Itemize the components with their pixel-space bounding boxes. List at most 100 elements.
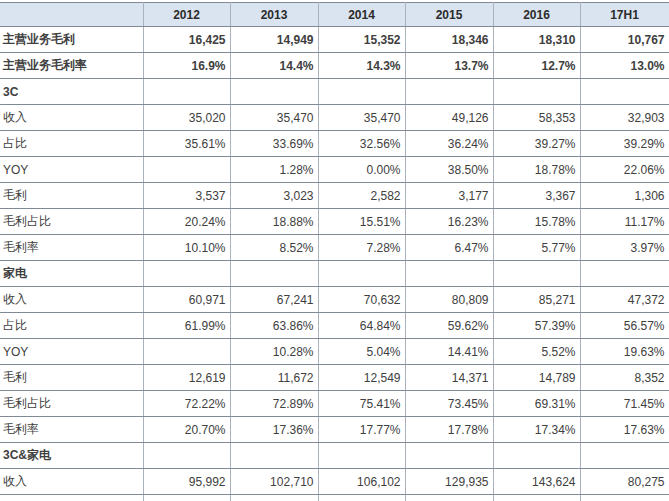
value-cell[interactable]: 1,306 <box>580 183 669 209</box>
row-label-cell[interactable]: YOY <box>0 157 143 183</box>
value-cell[interactable] <box>405 443 493 469</box>
value-cell[interactable]: 64.84% <box>318 313 405 339</box>
value-cell[interactable]: 36.24% <box>405 131 493 157</box>
value-cell[interactable]: 5.04% <box>318 339 405 365</box>
value-cell[interactable]: 102,710 <box>230 469 318 495</box>
value-cell[interactable] <box>230 261 318 287</box>
value-cell[interactable]: 18,310 <box>493 27 580 53</box>
value-cell[interactable]: 15.78% <box>493 209 580 235</box>
value-cell[interactable]: 143,624 <box>493 469 580 495</box>
value-cell[interactable]: 18.78% <box>493 157 580 183</box>
value-cell[interactable]: 58,353 <box>493 105 580 131</box>
value-cell[interactable]: 1.28% <box>230 157 318 183</box>
value-cell[interactable]: 47,372 <box>580 287 669 313</box>
value-cell[interactable]: 32.56% <box>318 131 405 157</box>
value-cell[interactable]: 3.97% <box>580 235 669 261</box>
value-cell[interactable]: 10.28% <box>230 339 318 365</box>
row-label-cell[interactable]: 主营业务毛利 <box>0 27 143 53</box>
value-cell[interactable]: 7.28% <box>318 235 405 261</box>
row-label-cell[interactable]: 占比 <box>0 313 143 339</box>
value-cell[interactable]: 85,271 <box>493 287 580 313</box>
value-cell[interactable]: 14.4% <box>230 53 318 79</box>
value-cell[interactable]: 3,177 <box>405 183 493 209</box>
value-cell[interactable]: 33.69% <box>230 131 318 157</box>
value-cell[interactable]: 56.57% <box>580 313 669 339</box>
value-cell[interactable]: 80,809 <box>405 287 493 313</box>
value-cell[interactable]: 39.29% <box>580 131 669 157</box>
value-cell[interactable]: 19.63% <box>580 339 669 365</box>
value-cell[interactable] <box>580 495 669 501</box>
row-label-cell[interactable]: 收入 <box>0 469 143 495</box>
value-cell[interactable]: 16,425 <box>143 27 230 53</box>
value-cell[interactable]: 17.36% <box>230 417 318 443</box>
value-cell[interactable]: 32,903 <box>580 105 669 131</box>
row-label-cell[interactable]: 毛利 <box>0 365 143 391</box>
value-cell[interactable] <box>318 261 405 287</box>
value-cell[interactable] <box>230 79 318 105</box>
row-label-cell[interactable]: 毛利率 <box>0 235 143 261</box>
row-label-cell[interactable]: 收入 <box>0 105 143 131</box>
year-column-header[interactable]: 2014 <box>318 3 405 27</box>
value-cell[interactable]: 12.7% <box>493 53 580 79</box>
value-cell[interactable] <box>493 495 580 501</box>
value-cell[interactable]: 5.52% <box>493 339 580 365</box>
row-label-cell[interactable] <box>0 495 143 501</box>
value-cell[interactable]: 16.9% <box>143 53 230 79</box>
value-cell[interactable]: 129,935 <box>405 469 493 495</box>
value-cell[interactable] <box>405 79 493 105</box>
row-label-cell[interactable]: 占比 <box>0 131 143 157</box>
row-label-cell[interactable]: YOY <box>0 339 143 365</box>
value-cell[interactable]: 20.24% <box>143 209 230 235</box>
value-cell[interactable]: 106,102 <box>318 469 405 495</box>
value-cell[interactable] <box>318 495 405 501</box>
value-cell[interactable] <box>493 261 580 287</box>
value-cell[interactable]: 3,537 <box>143 183 230 209</box>
value-cell[interactable]: 22.06% <box>580 157 669 183</box>
value-cell[interactable]: 14.41% <box>405 339 493 365</box>
value-cell[interactable]: 61.99% <box>143 313 230 339</box>
value-cell[interactable]: 0.00% <box>318 157 405 183</box>
value-cell[interactable]: 2,582 <box>318 183 405 209</box>
value-cell[interactable]: 35,470 <box>230 105 318 131</box>
value-cell[interactable]: 14,371 <box>405 365 493 391</box>
value-cell[interactable]: 8.52% <box>230 235 318 261</box>
value-cell[interactable]: 35,470 <box>318 105 405 131</box>
corner-header-cell[interactable] <box>0 3 143 27</box>
value-cell[interactable]: 49,126 <box>405 105 493 131</box>
value-cell[interactable]: 13.7% <box>405 53 493 79</box>
value-cell[interactable]: 15.51% <box>318 209 405 235</box>
value-cell[interactable] <box>493 443 580 469</box>
value-cell[interactable]: 57.39% <box>493 313 580 339</box>
value-cell[interactable]: 3,367 <box>493 183 580 209</box>
row-label-cell[interactable]: 毛利占比 <box>0 391 143 417</box>
value-cell[interactable]: 35,020 <box>143 105 230 131</box>
value-cell[interactable]: 35.61% <box>143 131 230 157</box>
value-cell[interactable]: 13.0% <box>580 53 669 79</box>
value-cell[interactable] <box>580 261 669 287</box>
value-cell[interactable]: 20.70% <box>143 417 230 443</box>
value-cell[interactable] <box>318 443 405 469</box>
value-cell[interactable] <box>143 261 230 287</box>
value-cell[interactable] <box>143 157 230 183</box>
year-column-header[interactable]: 17H1 <box>580 3 669 27</box>
value-cell[interactable]: 16.23% <box>405 209 493 235</box>
value-cell[interactable]: 12,549 <box>318 365 405 391</box>
value-cell[interactable] <box>580 443 669 469</box>
value-cell[interactable]: 17.77% <box>318 417 405 443</box>
row-label-cell[interactable]: 收入 <box>0 287 143 313</box>
value-cell[interactable]: 14,789 <box>493 365 580 391</box>
value-cell[interactable]: 38.50% <box>405 157 493 183</box>
value-cell[interactable]: 69.31% <box>493 391 580 417</box>
value-cell[interactable]: 60,971 <box>143 287 230 313</box>
row-label-cell[interactable]: 毛利率 <box>0 417 143 443</box>
value-cell[interactable]: 80,275 <box>580 469 669 495</box>
value-cell[interactable] <box>230 443 318 469</box>
value-cell[interactable] <box>230 495 318 501</box>
value-cell[interactable]: 3,023 <box>230 183 318 209</box>
row-label-cell[interactable]: 主营业务毛利率 <box>0 53 143 79</box>
year-column-header[interactable]: 2013 <box>230 3 318 27</box>
year-column-header[interactable]: 2015 <box>405 3 493 27</box>
value-cell[interactable]: 70,632 <box>318 287 405 313</box>
value-cell[interactable]: 75.41% <box>318 391 405 417</box>
value-cell[interactable] <box>405 261 493 287</box>
